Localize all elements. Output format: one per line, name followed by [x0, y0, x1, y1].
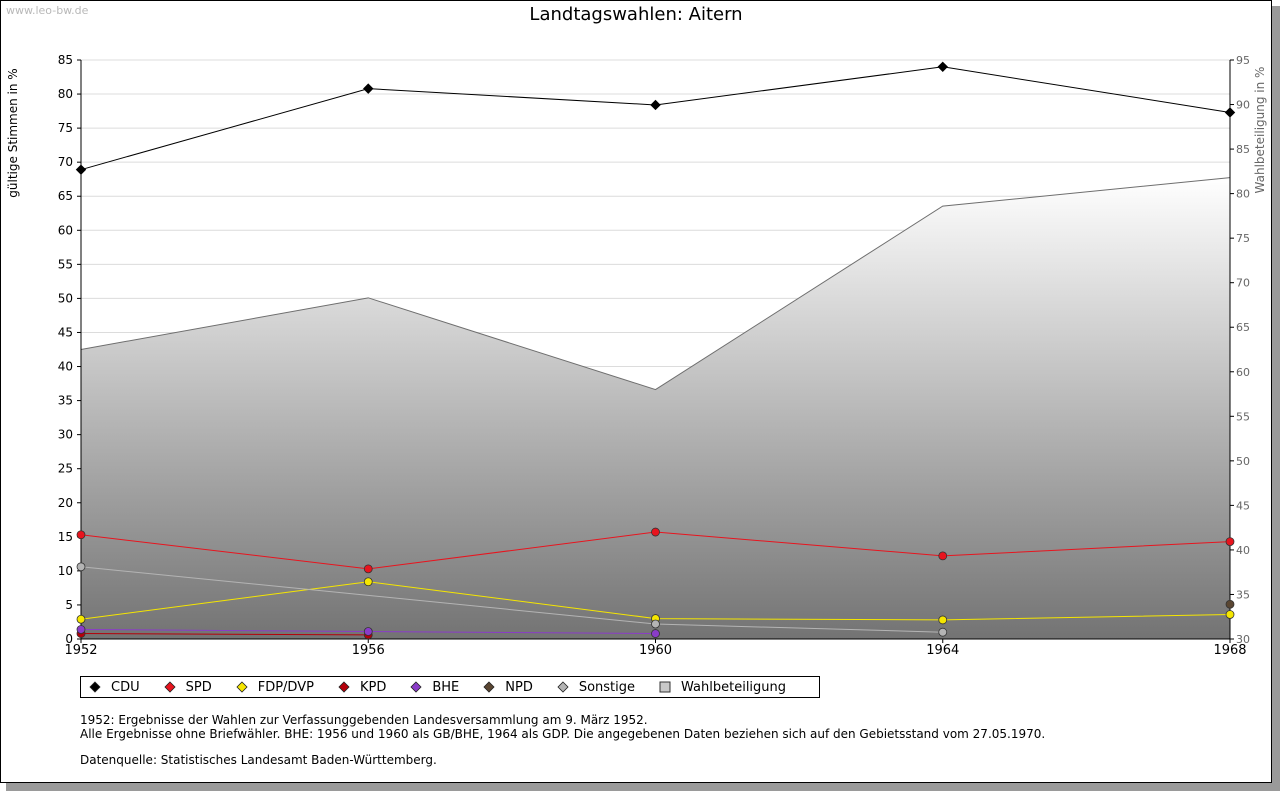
legend-diamond-icon	[483, 681, 495, 693]
legend-diamond-icon	[89, 681, 101, 693]
y-tick-label: 55	[58, 257, 73, 271]
legend-diamond-icon	[410, 681, 422, 693]
point-fdp-dvp	[363, 577, 373, 587]
y-tick-label: 60	[58, 223, 73, 237]
y-tick-label: 50	[58, 291, 73, 305]
point-cdu	[75, 164, 87, 175]
y-tick-label: 80	[58, 87, 73, 101]
legend-label: Sonstige	[578, 679, 636, 695]
legend-diamond-icon	[338, 681, 350, 693]
point-bhe	[651, 629, 660, 638]
y-tick-label: 75	[58, 121, 73, 135]
footnotes: 1952: Ergebnisse der Wahlen zur Verfassu…	[80, 713, 1045, 767]
y2-tick-label: 40	[1236, 544, 1250, 557]
y-tick-label: 35	[58, 394, 73, 408]
point-npd	[1225, 599, 1235, 609]
y-axis-label: gültige Stimmen in %	[6, 68, 20, 197]
x-tick-label: 1952	[64, 643, 97, 658]
legend: CDU SPD FDP/DVP KPD BHE NPD Sonstige Wahlbeteil…	[80, 676, 820, 698]
y-tick-label: 65	[58, 189, 73, 203]
turnout-area	[81, 177, 1230, 639]
legend-item: BHE	[410, 680, 459, 695]
legend-label: KPD	[359, 679, 387, 695]
y-tick-label: 40	[58, 360, 73, 374]
y2-tick-label: 75	[1236, 232, 1250, 245]
point-spd	[1225, 537, 1235, 546]
y2-tick-label: 95	[1236, 54, 1250, 67]
point-sonstige	[651, 619, 660, 629]
legend-item: SPD	[164, 680, 212, 695]
legend-label: SPD	[185, 679, 212, 695]
legend-item: CDU	[89, 680, 140, 695]
legend-item: Sonstige	[557, 680, 635, 695]
legend-label: CDU	[111, 679, 140, 695]
y2-tick-label: 50	[1236, 455, 1250, 468]
y-tick-label: 30	[58, 428, 73, 442]
point-cdu	[1224, 107, 1236, 118]
y2-tick-label: 80	[1236, 188, 1250, 201]
y2-tick-label: 90	[1236, 99, 1250, 112]
y-tick-label: 85	[58, 53, 73, 67]
point-bhe	[363, 627, 373, 636]
point-sonstige	[76, 562, 86, 572]
y2-tick-label: 35	[1236, 588, 1250, 601]
legend-label: NPD	[505, 679, 533, 695]
legend-diamond-icon	[164, 681, 176, 693]
legend-label: BHE	[432, 679, 460, 695]
legend-item: NPD	[483, 680, 533, 695]
line-kpd	[80, 633, 369, 636]
point-fdp-dvp	[76, 614, 86, 624]
point-fdp-dvp	[938, 615, 948, 625]
watermark: www.leo-bw.de	[6, 4, 89, 17]
y-tick-label: 5	[65, 598, 73, 612]
note-line-2: Alle Ergebnisse ohne Briefwähler. BHE: 1…	[80, 727, 1046, 741]
y2-tick-label: 55	[1236, 410, 1250, 423]
chart-title: Landtagswahlen: Aitern	[529, 4, 743, 25]
data-source: Datenquelle: Statistisches Landesamt Bad…	[80, 753, 437, 767]
note-line-1: 1952: Ergebnisse der Wahlen zur Verfassu…	[80, 713, 648, 727]
chart-area: 0 5 10 15 20 25 30 35 40 45 50 55 60 65 70 75 80 85 30 35 40…	[6, 53, 1267, 658]
legend-item: KPD	[338, 680, 386, 695]
legend-square-icon	[659, 681, 671, 693]
legend-diamond-icon	[236, 681, 248, 693]
point-bhe	[76, 625, 86, 634]
y2-tick-label: 45	[1236, 499, 1250, 512]
point-fdp-dvp	[1225, 610, 1235, 619]
y-tick-label: 20	[58, 496, 73, 510]
y2-axis-label: Wahlbeteiligung in %	[1253, 67, 1267, 194]
x-tick-label: 1956	[352, 643, 385, 658]
x-tick-label: 1964	[926, 643, 959, 658]
y2-tick-label: 85	[1236, 143, 1250, 156]
legend-item: Wahlbeteiligung	[659, 680, 786, 695]
y-tick-label: 70	[58, 155, 73, 169]
y-tick-label: 10	[58, 564, 73, 578]
y2-tick-label: 30	[1236, 633, 1250, 646]
legend-label: FDP/DVP	[257, 679, 314, 695]
point-cdu	[363, 83, 374, 94]
legend-item: FDP/DVP	[236, 680, 314, 695]
legend-diamond-icon	[557, 681, 569, 693]
y2-tick-label: 65	[1236, 321, 1250, 334]
y-tick-label: 0	[65, 632, 73, 646]
point-spd	[938, 551, 948, 561]
x-tick-label: 1960	[639, 643, 672, 658]
y-tick-label: 25	[58, 462, 73, 476]
point-spd	[76, 530, 86, 540]
point-spd	[363, 564, 373, 574]
turnout-line	[80, 177, 1231, 391]
y-tick-label: 45	[58, 325, 73, 339]
y-tick-label: 15	[58, 530, 73, 544]
x-tick-label: 1968	[1213, 643, 1246, 658]
y2-tick-label: 60	[1236, 366, 1250, 379]
legend-label: Wahlbeteiligung	[681, 679, 787, 695]
line-cdu	[80, 66, 1231, 171]
y2-tick-label: 70	[1236, 277, 1250, 290]
point-cdu	[937, 61, 948, 73]
point-sonstige	[938, 627, 948, 637]
point-spd	[651, 527, 660, 537]
point-cdu	[650, 99, 661, 111]
